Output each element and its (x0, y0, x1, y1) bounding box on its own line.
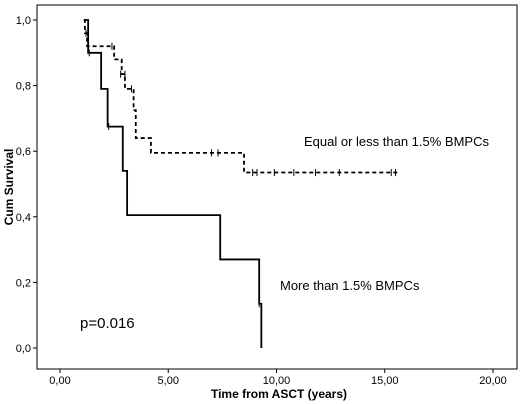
y-tick-label: 0,0 (16, 343, 31, 355)
axes: 0,0 0,2 0,4 0,6 0,8 1,0 0,00 5,00 10,00 15,00 20,0… (16, 15, 507, 387)
series-label-more-than: More than 1.5% BMPCs (280, 278, 420, 293)
x-tick-label: 0,00 (49, 375, 70, 387)
x-tick-label: 10,00 (263, 375, 291, 387)
y-tick-label: 0,2 (16, 277, 31, 289)
series-layer (83, 19, 400, 348)
x-tick-label: 5,00 (158, 375, 179, 387)
y-tick-label: 0,8 (16, 81, 31, 93)
y-tick-label: 1,0 (16, 15, 31, 27)
p-value: p=0.016 (80, 315, 135, 332)
plot-area-frame (36, 4, 518, 370)
survival-curve-more-than (83, 19, 263, 348)
x-tick-label: 20,00 (479, 375, 507, 387)
y-tick-label: 0,4 (16, 212, 31, 224)
series-label-equal-or-less: Equal or less than 1.5% BMPCs (304, 134, 489, 149)
annotation-layer: Cum Survival Time from ASCT (years) Equa… (2, 134, 489, 401)
x-axis-title: Time from ASCT (years) (211, 387, 347, 401)
x-tick-label: 15,00 (371, 375, 399, 387)
y-tick-label: 0,6 (16, 146, 31, 158)
y-axis-title: Cum Survival (2, 149, 16, 226)
